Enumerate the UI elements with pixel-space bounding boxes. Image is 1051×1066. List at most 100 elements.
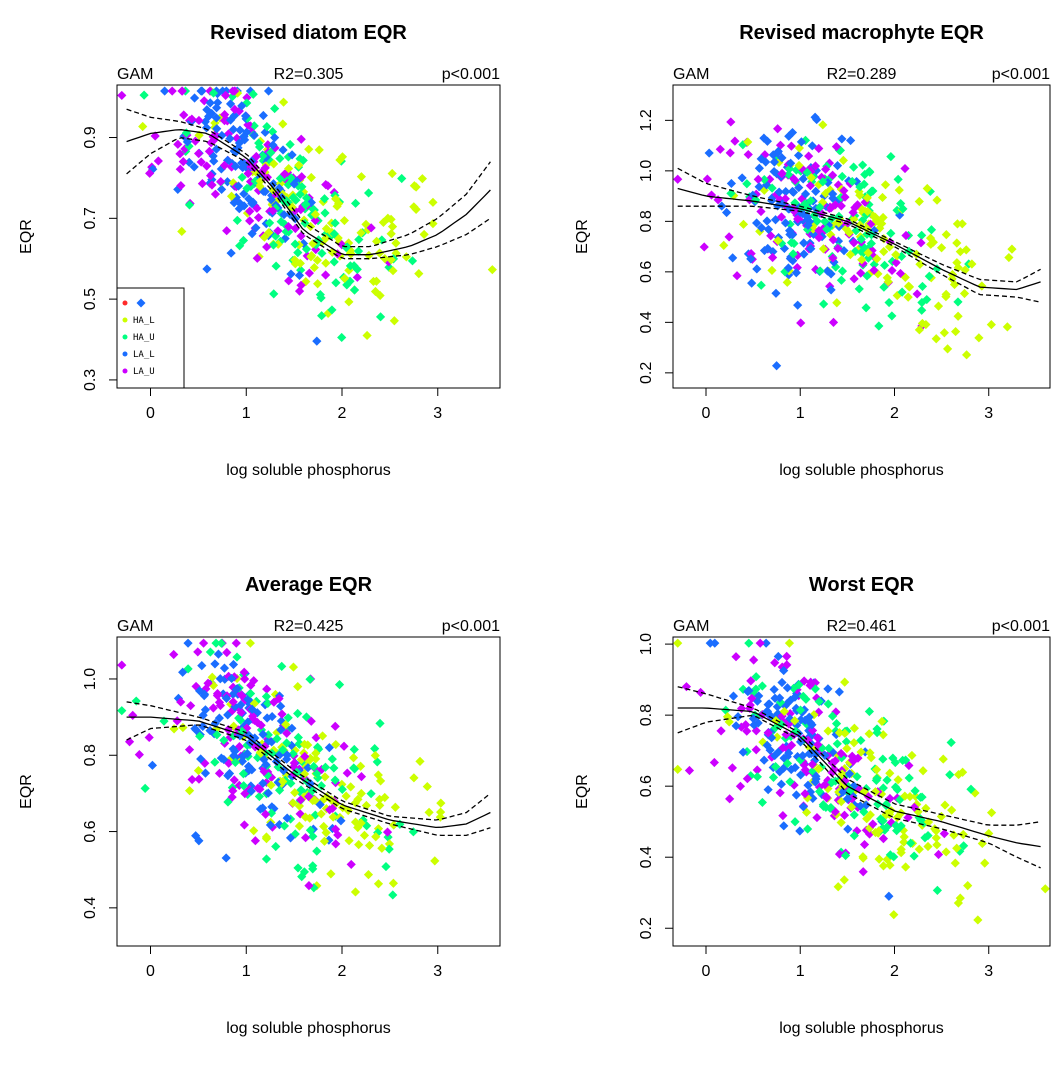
- point-ha-u: [211, 638, 221, 648]
- point-la-l: [834, 687, 844, 697]
- point-ha-l: [270, 689, 281, 700]
- legend-swatch: [122, 351, 128, 357]
- point-ha-l: [933, 301, 944, 311]
- point-ha-u: [239, 781, 249, 791]
- point-la-u: [839, 186, 849, 196]
- point-la-u: [777, 711, 787, 721]
- point-la-u: [296, 280, 306, 290]
- point-ha-u: [847, 176, 857, 187]
- point-ha-u: [270, 203, 281, 213]
- point-ha-l: [905, 792, 915, 802]
- point-ha-l: [390, 802, 400, 812]
- point-ha-u: [767, 183, 777, 193]
- point-la-u: [330, 824, 341, 834]
- point-ha-u: [271, 261, 281, 271]
- point-la-u: [290, 223, 300, 234]
- point-la-u: [840, 776, 850, 786]
- point-la-u: [742, 726, 752, 736]
- point-ha-u: [350, 198, 361, 208]
- point-la-l: [261, 760, 271, 770]
- point-la-u: [790, 175, 800, 185]
- point-la-l: [276, 716, 287, 726]
- point-ha-l: [782, 277, 792, 287]
- point-ha-l: [337, 152, 348, 162]
- point-ha-l: [255, 747, 265, 757]
- point-ha-u: [865, 167, 875, 177]
- point-ha-u: [370, 744, 380, 754]
- point-la-u: [830, 756, 840, 766]
- x-tick-label: 2: [890, 405, 899, 422]
- point-la-u: [781, 729, 791, 740]
- point-la-u: [887, 265, 897, 276]
- point-la-u: [266, 772, 277, 783]
- point-ha-l: [380, 792, 390, 803]
- point-ha-u: [337, 332, 347, 343]
- point-la-u: [310, 215, 320, 226]
- point-ha-u: [250, 176, 260, 186]
- point-la-l: [225, 115, 236, 125]
- stat-r2: R2=0.305: [274, 66, 344, 83]
- point-la-u: [753, 174, 763, 184]
- point-la-u: [834, 849, 845, 859]
- point-la-l: [178, 667, 188, 677]
- point-la-u: [251, 151, 261, 162]
- point-ha-l: [820, 188, 831, 199]
- point-ha-u: [219, 735, 229, 745]
- x-axis-label: log soluble phosphorus: [779, 1020, 944, 1037]
- point-la-l: [826, 285, 836, 295]
- point-la-l: [798, 174, 808, 184]
- point-ha-l: [1002, 322, 1012, 332]
- point-la-l: [189, 93, 200, 103]
- point-ha-l: [290, 745, 300, 755]
- point-ha-u: [926, 225, 937, 235]
- point-la-u: [804, 151, 814, 161]
- point-ha-l: [375, 776, 386, 786]
- point-la-u: [807, 725, 818, 736]
- point-ha-l: [907, 750, 917, 761]
- point-la-l: [721, 207, 732, 218]
- y-tick-label: 0.2: [638, 362, 655, 384]
- point-la-u: [311, 733, 321, 743]
- point-ha-u: [300, 200, 311, 210]
- point-la-l: [247, 198, 257, 209]
- legend-swatch: [122, 334, 128, 340]
- point-la-l: [775, 693, 785, 703]
- point-ha-l: [903, 292, 913, 302]
- point-ha-u: [262, 770, 273, 780]
- point-la-u: [207, 180, 217, 190]
- point-la-u: [272, 190, 282, 201]
- point-ha-l: [855, 220, 865, 230]
- point-la-u: [324, 805, 335, 815]
- stat-method: GAM: [673, 618, 709, 635]
- gam-fit-line: [126, 129, 491, 256]
- point-la-u: [214, 768, 225, 778]
- point-ha-l: [259, 232, 270, 242]
- point-ha-l: [967, 259, 977, 269]
- point-ha-l: [980, 858, 990, 868]
- point-la-l: [237, 101, 247, 111]
- point-ha-u: [906, 838, 916, 848]
- point-la-u: [810, 161, 821, 171]
- x-tick-label: 0: [702, 405, 711, 422]
- point-ha-l: [862, 223, 872, 233]
- point-la-l: [227, 673, 237, 684]
- point-ha-u: [757, 681, 767, 691]
- point-la-u: [250, 836, 260, 846]
- point-la-l: [799, 249, 809, 259]
- y-tick-label: 0.2: [638, 917, 655, 939]
- point-la-l: [197, 86, 207, 96]
- point-la-u: [765, 174, 775, 184]
- point-ha-u: [309, 761, 319, 772]
- point-ha-u: [819, 299, 829, 309]
- point-ha-l: [391, 248, 401, 258]
- point-la-u: [755, 638, 765, 648]
- point-ha-l: [321, 224, 332, 234]
- point-la-l: [184, 157, 194, 167]
- point-la-u: [223, 671, 234, 681]
- point-la-l: [278, 145, 288, 155]
- point-la-l: [731, 721, 741, 731]
- point-ha-l: [834, 218, 844, 228]
- point-la-l: [244, 698, 254, 708]
- point-ha-l: [873, 269, 883, 279]
- point-la-u: [673, 174, 683, 184]
